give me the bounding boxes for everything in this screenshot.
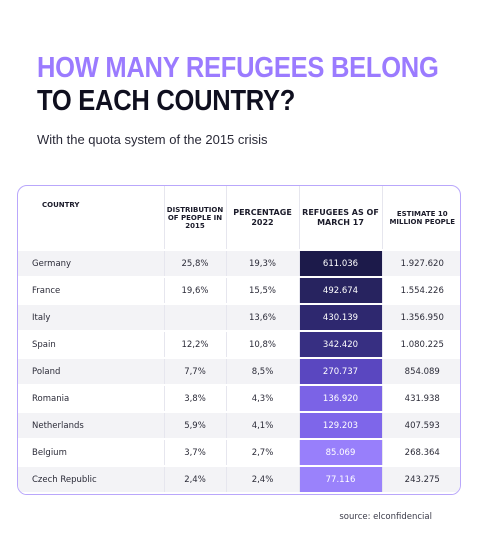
estimate-cell: 1.927.620 <box>381 249 460 277</box>
percentage-cell: 10,8% <box>225 330 299 358</box>
header-refugees-march-17: REFUGEES AS OF MARCH 17 <box>298 186 382 250</box>
percentage-cell: 13,6% <box>225 303 299 331</box>
distribution-cell: 7,7% <box>163 357 226 385</box>
percentage-cell: 8,5% <box>225 357 299 385</box>
chart-subtitle: With the quota system of the 2015 crisis <box>37 132 268 147</box>
source-note: source: elconfidencial <box>339 512 432 522</box>
table-row: Netherlands 5,9% 4,1% 129.203 407.593 <box>18 411 460 439</box>
percentage-cell: 2,4% <box>225 465 299 493</box>
distribution-cell: 25,8% <box>163 249 226 277</box>
header-country: COUNTRY <box>42 201 80 209</box>
country-cell: Italy <box>18 303 164 331</box>
refugees-cell: 129.203 <box>298 411 382 439</box>
percentage-cell: 2,4% <box>225 492 299 494</box>
country-cell: Belgium <box>18 438 164 466</box>
country-cell: Spain <box>18 330 164 358</box>
header-estimate-10m: ESTIMATE 10 MILLION PEOPLE <box>381 186 460 250</box>
table-row: Romania 3,8% 4,3% 136.920 431.938 <box>18 384 460 412</box>
distribution-cell: 3,7% <box>163 438 226 466</box>
distribution-cell: 19,6% <box>163 276 226 304</box>
table-row: Czech Republic 2,4% 2,4% 77.116 243.275 <box>18 465 460 493</box>
country-cell: Czech Republic <box>18 465 164 493</box>
table-row: Germany 25,8% 19,3% 611.036 1.927.620 <box>18 249 460 277</box>
refugees-cell: 76.865 <box>298 492 382 494</box>
estimate-cell: 268.364 <box>381 438 460 466</box>
country-cell: Poland <box>18 357 164 385</box>
country-cell: Netherlands <box>18 411 164 439</box>
table-row: Spain 12,2% 10,8% 342.420 1.080.225 <box>18 330 460 358</box>
refugees-cell: 136.920 <box>298 384 382 412</box>
refugees-cell: 492.674 <box>298 276 382 304</box>
estimate-cell: 431.938 <box>381 384 460 412</box>
header-distribution-2015: DISTRIBUTION OF PEOPLE IN 2015 <box>163 186 226 250</box>
percentage-cell: 4,1% <box>225 411 299 439</box>
distribution-cell: 3,6% <box>163 492 226 494</box>
refugees-cell: 270.737 <box>298 357 382 385</box>
title-line-2: TO EACH COUNTRY? <box>37 85 296 117</box>
country-cell: Romania <box>18 384 164 412</box>
estimate-cell: 1.356.950 <box>381 303 460 331</box>
estimate-cell: 1.554.226 <box>381 276 460 304</box>
estimate-cell: 243.275 <box>381 465 460 493</box>
header-row: COUNTRY DISTRIBUTION OF PEOPLE IN 2015 P… <box>18 186 460 250</box>
refugee-table: COUNTRY DISTRIBUTION OF PEOPLE IN 2015 P… <box>18 186 460 494</box>
estimate-cell: 1.080.225 <box>381 330 460 358</box>
percentage-cell: 4,3% <box>225 384 299 412</box>
table-row: France 19,6% 15,5% 492.674 1.554.226 <box>18 276 460 304</box>
table-panel: COUNTRY DISTRIBUTION OF PEOPLE IN 2015 P… <box>17 185 461 495</box>
percentage-cell: 2,7% <box>225 438 299 466</box>
refugees-cell: 85.069 <box>298 438 382 466</box>
table-row: Poland 7,7% 8,5% 270.737 854.089 <box>18 357 460 385</box>
table-row: Belgium 3,7% 2,7% 85.069 268.364 <box>18 438 460 466</box>
percentage-cell: 19,3% <box>225 249 299 277</box>
chart-title: HOW MANY REFUGEES BELONG TO EACH COUNTRY… <box>37 52 439 118</box>
table-body: Germany 25,8% 19,3% 611.036 1.927.620 France 1… <box>18 249 460 494</box>
refugees-cell: 342.420 <box>298 330 382 358</box>
refugees-cell: 430.139 <box>298 303 382 331</box>
estimate-cell: 242.484 <box>381 492 460 494</box>
estimate-cell: 407.593 <box>381 411 460 439</box>
distribution-cell: 12,2% <box>163 330 226 358</box>
title-line-1: HOW MANY REFUGEES BELONG <box>37 52 439 84</box>
distribution-cell: 3,8% <box>163 384 226 412</box>
table-row: Italy 13,6% 430.139 1.356.950 <box>18 303 460 331</box>
table-row: Sweden3,6%2,4%76.865242.484 <box>18 492 460 494</box>
distribution-cell: 2,4% <box>163 465 226 493</box>
refugees-cell: 77.116 <box>298 465 382 493</box>
distribution-cell: 5,9% <box>163 411 226 439</box>
country-cell: Germany <box>18 249 164 277</box>
country-cell: Sweden <box>18 492 164 494</box>
percentage-cell: 15,5% <box>225 276 299 304</box>
refugees-cell: 611.036 <box>298 249 382 277</box>
estimate-cell: 854.089 <box>381 357 460 385</box>
country-cell: France <box>18 276 164 304</box>
distribution-cell <box>163 303 226 331</box>
header-percentage-2022: PERCENTAGE 2022 <box>225 186 299 250</box>
